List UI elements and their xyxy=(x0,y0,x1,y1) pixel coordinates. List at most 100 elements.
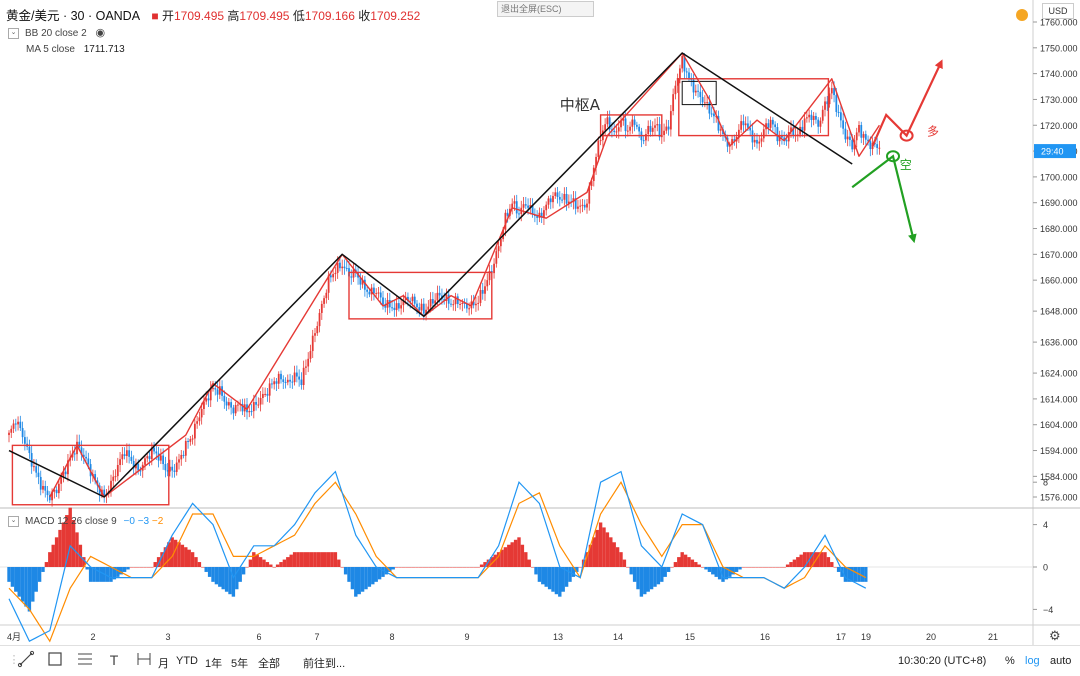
candle xyxy=(352,269,355,278)
macd-histogram-bar xyxy=(476,567,480,568)
candle xyxy=(241,403,244,412)
macd-histogram-bar xyxy=(799,554,803,567)
candle xyxy=(815,115,817,120)
candle xyxy=(275,381,278,384)
macd-histogram-bar xyxy=(248,559,253,567)
candle xyxy=(271,383,273,385)
macd-histogram-bar xyxy=(24,567,28,607)
log-scale-button[interactable]: log xyxy=(1025,655,1040,667)
goto-date-button[interactable]: 前往到... xyxy=(303,658,346,670)
macd-histogram-bar xyxy=(802,552,807,567)
macd-histogram-bar xyxy=(697,564,701,567)
symbol-title[interactable]: 黄金/美元 · 30 · OANDA xyxy=(6,9,141,23)
macd-histogram-bar xyxy=(462,567,467,568)
macd-histogram-bar xyxy=(354,567,358,597)
time-tick-label: 15 xyxy=(685,632,695,642)
timeframe-ytd-button[interactable]: YTD xyxy=(176,655,198,667)
clock-display[interactable]: 10:30:20 (UTC+8) xyxy=(898,655,987,667)
macd-histogram-bar xyxy=(20,567,25,602)
currency-selector[interactable]: USD xyxy=(1042,3,1074,19)
timeframe-month-button[interactable]: 月 xyxy=(158,658,169,670)
candle xyxy=(731,139,733,145)
macd-indicator-legend[interactable]: ⌄ MACD 12 26 close 9 −0 −3 −2 xyxy=(8,516,163,527)
macd-line xyxy=(8,470,867,643)
candle xyxy=(350,276,353,278)
candle xyxy=(413,296,416,304)
trend-line-icon[interactable] xyxy=(16,650,36,670)
candle xyxy=(302,367,305,386)
macd-histogram-bar xyxy=(122,567,127,572)
ma-indicator-legend[interactable]: MA 5 close 1711.713 xyxy=(26,44,125,55)
macd-histogram-bar xyxy=(241,567,246,575)
candle xyxy=(819,120,822,127)
macd-histogram-bar xyxy=(483,562,487,567)
notification-dot-icon[interactable] xyxy=(1016,9,1028,21)
collapse-icon[interactable]: ⌄ xyxy=(8,27,19,39)
bb-indicator-legend[interactable]: ⌄ BB 20 close 2 ◉ xyxy=(8,26,105,39)
candle xyxy=(264,393,267,395)
macd-histogram-bar xyxy=(741,567,746,568)
candle xyxy=(323,298,325,304)
zigzag-red-line xyxy=(49,52,880,498)
candle xyxy=(327,275,330,293)
drag-handle-icon[interactable]: ⋮ xyxy=(8,654,20,666)
macd-histogram-bar xyxy=(279,562,283,567)
candle xyxy=(785,140,788,142)
candle xyxy=(758,141,761,144)
macd-histogram-bar xyxy=(507,544,511,567)
measure-icon[interactable] xyxy=(134,650,154,670)
percent-scale-button[interactable]: % xyxy=(1005,655,1015,667)
short-entry-circle xyxy=(886,150,900,163)
timeframe-1y-button[interactable]: 1年 xyxy=(205,658,223,670)
candle xyxy=(411,296,414,302)
text-tool-icon[interactable]: T xyxy=(109,652,119,668)
candle xyxy=(833,88,835,96)
timeframe-5y-button[interactable]: 5年 xyxy=(231,658,249,670)
macd-histogram-bar xyxy=(588,544,593,567)
macd-histogram-bar xyxy=(408,567,412,568)
time-tick-label: 19 xyxy=(861,632,871,642)
auto-scale-button[interactable]: auto xyxy=(1050,655,1072,667)
candle xyxy=(513,201,516,204)
candle xyxy=(681,56,684,69)
macd-tick-label: 4 xyxy=(1043,520,1048,530)
eye-icon[interactable]: ◉ xyxy=(95,27,106,39)
candle xyxy=(635,124,638,127)
rectangle-icon[interactable] xyxy=(45,650,65,670)
macd-histogram-bar xyxy=(649,567,654,590)
macd-histogram-bar xyxy=(704,567,708,570)
candle xyxy=(778,135,781,142)
candle xyxy=(588,186,591,204)
candle xyxy=(701,96,704,103)
macd-histogram-bar xyxy=(836,567,841,572)
candle xyxy=(112,476,115,481)
candle xyxy=(524,204,527,206)
fib-retracement-icon[interactable] xyxy=(75,650,95,670)
collapse-icon[interactable]: ⌄ xyxy=(8,516,19,527)
macd-histogram-bar xyxy=(238,567,242,582)
macd-histogram-bar xyxy=(384,567,389,575)
candle xyxy=(511,203,514,209)
macd-histogram-bar xyxy=(578,567,582,568)
timeframe-all-button[interactable]: 全部 xyxy=(258,658,280,670)
candle xyxy=(824,101,826,110)
chart-canvas[interactable]: 1576.000 1584.000 1594.000 1604.000 1614.000… xyxy=(0,0,1080,645)
macd-histogram-bar xyxy=(813,552,817,567)
gear-icon[interactable]: ⚙ xyxy=(1049,628,1061,643)
macd-histogram-bar xyxy=(146,567,151,568)
macd-histogram-bar xyxy=(707,567,712,572)
candle xyxy=(21,428,24,438)
candle xyxy=(17,421,19,425)
candle xyxy=(713,113,715,117)
candle xyxy=(180,454,183,460)
exit-fullscreen-button[interactable]: 退出全屏(ESC) xyxy=(497,1,594,17)
macd-histogram-bar xyxy=(272,567,276,568)
time-tick-label: 13 xyxy=(553,632,563,642)
candle xyxy=(586,203,588,208)
candle xyxy=(488,271,491,281)
candle xyxy=(683,56,686,72)
macd-histogram-bar xyxy=(439,567,443,568)
candle xyxy=(878,147,881,149)
macd-histogram-bar xyxy=(357,567,361,595)
candle xyxy=(620,120,622,128)
